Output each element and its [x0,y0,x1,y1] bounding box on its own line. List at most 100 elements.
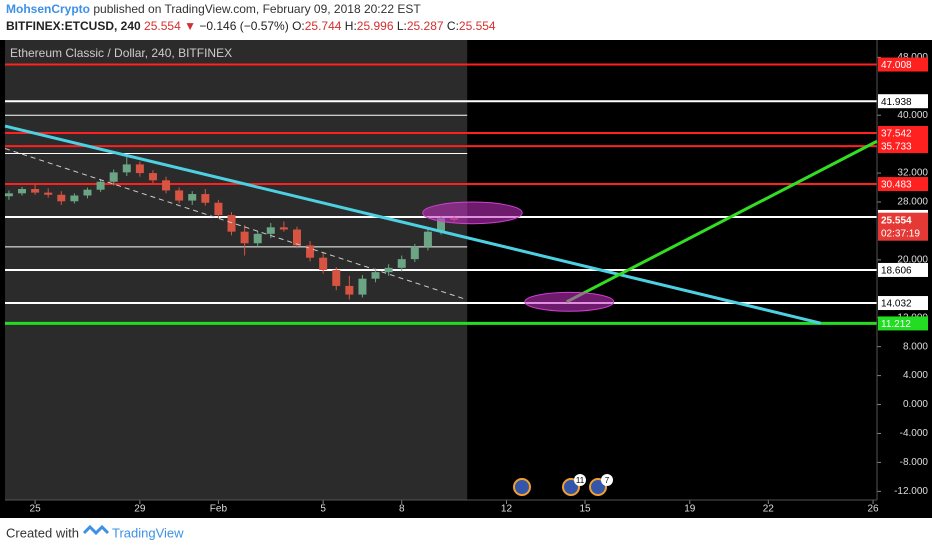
candle-body [122,164,131,173]
overlay: 47.00841.93837.54235.73330.48325.93418.6… [4,57,928,496]
price-label: 14.032 [881,299,912,310]
countdown: 02:37:19 [881,228,920,239]
logo [82,524,110,536]
price: 25.554 [144,19,181,33]
candle-body [266,227,275,234]
price-label: 18.606 [881,266,912,277]
candle-body [83,189,92,196]
x-tick-label: 25 [30,504,42,515]
h-label: H: [345,19,357,33]
l: 25.287 [407,19,444,33]
x-tick-label: 12 [501,504,513,515]
candle-body [188,194,197,201]
price-label: 30.483 [881,180,912,191]
candle-body [410,246,419,260]
candle-body [162,180,171,191]
price-label-bg [878,296,928,311]
candle-body [4,193,13,197]
y-tick-label: 20.000 [897,255,928,266]
author[interactable]: MohsenCrypto [6,2,90,16]
ellipse-marker [422,201,523,225]
event-badge [574,474,586,486]
x-tick-label: 8 [399,504,405,515]
candle-body [437,218,445,232]
event-count: 7 [605,476,610,485]
x-tick-label: 29 [134,504,146,515]
y-tick-label: 4.000 [903,370,928,381]
candle-body [96,181,105,190]
candle-body [384,267,393,273]
c-label: C: [447,19,459,33]
candle-body [70,195,79,202]
x-tick-label: 26 [868,504,880,515]
x-tick-label: 5 [320,504,326,515]
last-price: 25.554 [881,215,912,226]
candle-body [397,259,406,268]
l-label: L: [397,19,407,33]
candle-body [18,188,27,194]
candle-body [201,194,210,203]
candle-body [240,231,249,244]
o-label: O: [292,19,305,33]
published: published on TradingView.com, February 0… [93,2,421,16]
header-line-1: MohsenCrypto published on TradingView.co… [6,2,421,16]
candle-body [423,231,432,247]
candle-body [279,227,288,230]
x-tick-label: 19 [684,504,696,515]
candle-body [371,272,380,279]
c: 25.554 [459,19,496,33]
trendline [566,139,878,304]
y-tick-label: -8.000 [900,457,929,468]
price-label: 35.733 [881,142,912,153]
y-tick-label: -12.000 [894,486,928,497]
footer-brand[interactable]: TradingView [112,525,184,540]
price-label-bg [878,177,928,192]
footer-bg [0,518,932,550]
o: 25.744 [305,19,342,33]
trendline [4,124,822,325]
y-tick-label: 0.000 [903,399,928,410]
y-tick-label: -4.000 [900,428,929,439]
candle-body [109,172,118,182]
y-tick-label: 32.000 [897,168,928,179]
plot: 48.00040.00032.00028.00020.00012.0008.00… [4,40,929,515]
header-bg [0,0,932,40]
price-label-bg [878,262,928,277]
candle-body [306,245,315,258]
price-label-bg [878,139,928,154]
price-label-bg [878,316,928,331]
header-line-2: BITFINEX:ETCUSD, 240 25.554 ▼ −0.146 (−0… [6,19,496,33]
candle-body [214,202,223,216]
candle-body [148,173,157,181]
candle-body [345,285,354,295]
event-badge [601,474,613,486]
candle-body [57,194,66,202]
event-count: 11 [576,476,585,485]
candle-body [44,192,53,195]
y-tick-label: 28.000 [897,197,928,208]
ellipse-marker [524,291,615,312]
x-tick-label: Feb [210,504,228,515]
candle-body [319,257,328,270]
candle-body [292,229,301,246]
y-tick-label: 8.000 [903,341,928,352]
symbol: BITFINEX:ETCUSD, 240 [6,19,141,33]
arrow: ▼ [184,19,196,33]
candle-body [175,190,184,201]
x-tick-label: 22 [763,504,775,515]
candle-body [227,215,236,232]
x-tick-label: 15 [579,504,591,515]
price-label-bg [878,57,928,72]
last-price-bg [878,212,928,241]
change: −0.146 (−0.57%) [199,19,288,33]
candle-body [253,233,262,244]
y-tick-label: 40.000 [897,110,928,121]
price-label-bg [878,94,928,109]
candle-body [135,164,144,174]
footer-created: Created with [6,525,79,540]
candle-body [31,188,40,193]
price-label: 37.542 [881,129,912,140]
price-label-bg [878,125,928,140]
